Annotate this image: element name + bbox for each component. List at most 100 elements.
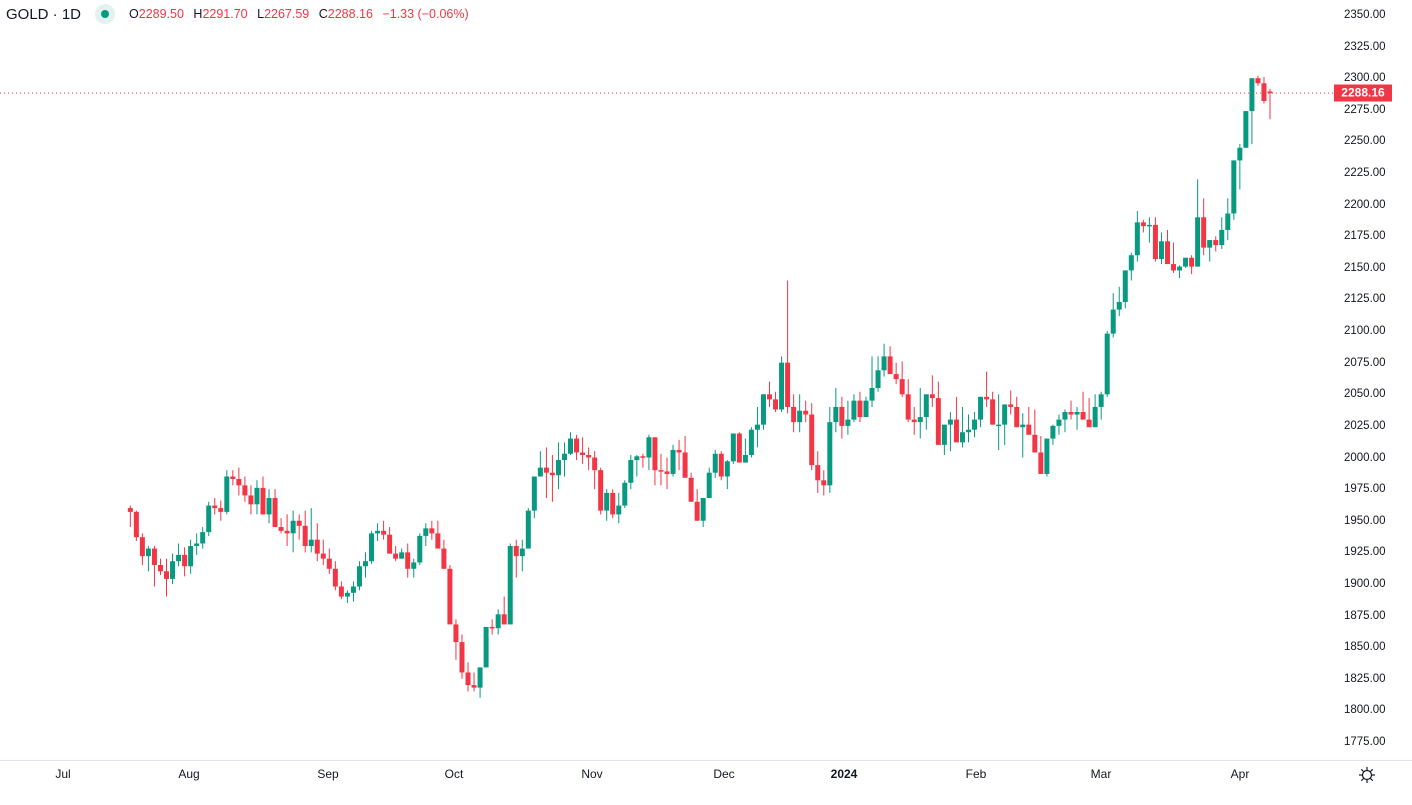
candle (972, 412, 978, 438)
candle (1225, 198, 1231, 241)
time-label: Feb (965, 767, 987, 781)
open-value: 2289.50 (138, 7, 184, 21)
candle (893, 362, 899, 385)
candle (990, 391, 996, 425)
candle (1237, 143, 1243, 190)
time-label: Apr (1230, 767, 1250, 781)
candle (1014, 396, 1020, 428)
candle (1152, 217, 1158, 262)
candle (435, 520, 441, 549)
candle (773, 391, 779, 413)
candle (230, 470, 236, 486)
candle (248, 485, 254, 515)
candle (604, 489, 610, 521)
price-tick: 2125.00 (1344, 293, 1386, 306)
candle (947, 412, 953, 452)
time-axis[interactable]: Jul Aug Sep Oct Nov Dec 2024 Feb Mar Apr (0, 760, 1336, 805)
candle (411, 558, 417, 578)
candle (350, 581, 356, 602)
candle (296, 514, 302, 540)
candle (899, 361, 905, 397)
price-tick: 2150.00 (1344, 261, 1386, 274)
candle (1056, 414, 1062, 435)
candle (1255, 75, 1261, 86)
candle (157, 558, 163, 576)
candle (188, 539, 194, 574)
market-status-indicator[interactable] (95, 4, 116, 24)
candle (700, 497, 706, 528)
candle (405, 543, 411, 578)
price-axis[interactable]: 2350.00 2325.00 2300.00 2275.00 2250.00 2225.… (1336, 0, 1412, 760)
time-label: Mar (1090, 767, 1112, 781)
candle (1062, 409, 1068, 433)
price-tick: 2025.00 (1344, 419, 1386, 432)
time-label: Nov (581, 767, 603, 781)
candle (483, 626, 489, 668)
candle (399, 548, 405, 559)
status-dot-icon (101, 10, 110, 18)
candle (996, 394, 1002, 450)
candle (200, 527, 206, 549)
candle (875, 356, 881, 392)
candle (845, 400, 851, 435)
candle (1146, 217, 1152, 243)
candle (507, 543, 513, 625)
last-price-label: 2288.16 (1334, 84, 1392, 102)
candle (905, 379, 911, 423)
candle (164, 558, 170, 597)
candle (1261, 76, 1267, 104)
candle (1104, 331, 1110, 397)
candle (284, 514, 290, 547)
candle (465, 662, 471, 692)
candle (447, 564, 453, 625)
candle (929, 375, 935, 407)
candle (917, 387, 923, 439)
candle (941, 424, 947, 455)
change-value: −1.33 (−0.06%) (382, 7, 469, 21)
candle (1080, 391, 1086, 420)
candle (272, 489, 278, 528)
symbol-label[interactable]: GOLD · 1D (6, 5, 82, 23)
candle (634, 454, 640, 477)
candle (785, 280, 791, 414)
open-label: O (129, 7, 139, 21)
ohlc-values: O2289.50 H2291.70 L2267.59 C2288.16 −1.3… (129, 7, 469, 21)
candle (803, 400, 809, 423)
low-label: L (257, 7, 265, 21)
price-tick: 2350.00 (1344, 9, 1386, 21)
candle (1068, 400, 1074, 420)
candle (531, 476, 537, 519)
candle (1038, 436, 1044, 474)
candle (320, 539, 326, 565)
candle (363, 552, 368, 578)
candle (314, 523, 320, 562)
candle (356, 561, 362, 591)
price-tick: 2100.00 (1344, 325, 1386, 338)
candle (1074, 406, 1080, 430)
candle (966, 414, 971, 443)
candle (266, 489, 272, 524)
candle (797, 394, 803, 433)
candle (1158, 232, 1164, 265)
candle (441, 539, 447, 569)
candle (1110, 293, 1116, 338)
candle (736, 432, 742, 463)
candle (1050, 424, 1056, 445)
candle (254, 480, 260, 515)
time-label: Jul (55, 767, 71, 781)
price-tick: 1850.00 (1344, 641, 1386, 654)
price-tick: 2250.00 (1344, 135, 1386, 148)
candle (1183, 257, 1189, 268)
settings-gear-icon[interactable] (1358, 766, 1376, 784)
candle (459, 634, 465, 679)
candle (1134, 210, 1140, 262)
price-tick: 1875.00 (1344, 609, 1386, 622)
candle (1171, 242, 1177, 273)
candle (809, 403, 815, 471)
candle (308, 508, 314, 553)
candlestick-plot[interactable] (0, 0, 1336, 760)
price-tick: 1775.00 (1344, 736, 1386, 748)
time-label: Dec (713, 767, 735, 781)
price-tick: 1800.00 (1344, 704, 1386, 717)
candle (194, 533, 200, 555)
